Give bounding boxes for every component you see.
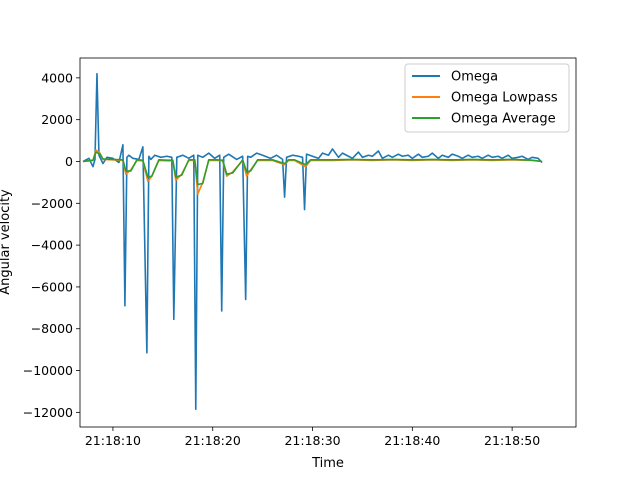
x-tick-label: 21:18:10 <box>85 433 141 448</box>
y-tick-label: −2000 <box>31 196 73 211</box>
legend-label-omega-average: Omega Average <box>451 112 556 127</box>
y-tick-label: −10000 <box>23 363 73 378</box>
series-layer <box>82 72 543 411</box>
legend: Omega Omega Lowpass Omega Average <box>404 63 570 133</box>
series-line-omega <box>82 72 543 411</box>
x-tick-label: 21:18:40 <box>384 433 440 448</box>
x-axis-label: Time <box>311 456 344 471</box>
y-tick-label: −12000 <box>23 405 73 420</box>
legend-frame <box>404 63 570 133</box>
legend-label-omega-lowpass: Omega Lowpass <box>451 91 558 106</box>
x-tick-label: 21:18:30 <box>284 433 340 448</box>
legend-label-omega: Omega <box>451 70 498 85</box>
y-tick-label: −8000 <box>31 321 73 336</box>
series-line-omega-average <box>82 151 543 186</box>
x-tick-label: 21:18:50 <box>484 433 540 448</box>
plot-frame <box>79 57 577 428</box>
x-tick-label: 21:18:20 <box>185 433 241 448</box>
y-tick-label: 0 <box>65 154 73 169</box>
y-axis: 4000 2000 0 −2000 −4000 −6000 −8000 −10000 −1200… <box>23 70 80 420</box>
x-axis: 21:18:10 21:18:20 21:18:30 21:18:40 21:18:50 <box>85 427 540 448</box>
y-tick-label: −6000 <box>31 279 73 294</box>
y-tick-label: 2000 <box>41 112 73 127</box>
y-axis-label: Angular velocity <box>0 189 13 295</box>
y-tick-label: 4000 <box>41 70 73 85</box>
y-tick-label: −4000 <box>31 238 73 253</box>
